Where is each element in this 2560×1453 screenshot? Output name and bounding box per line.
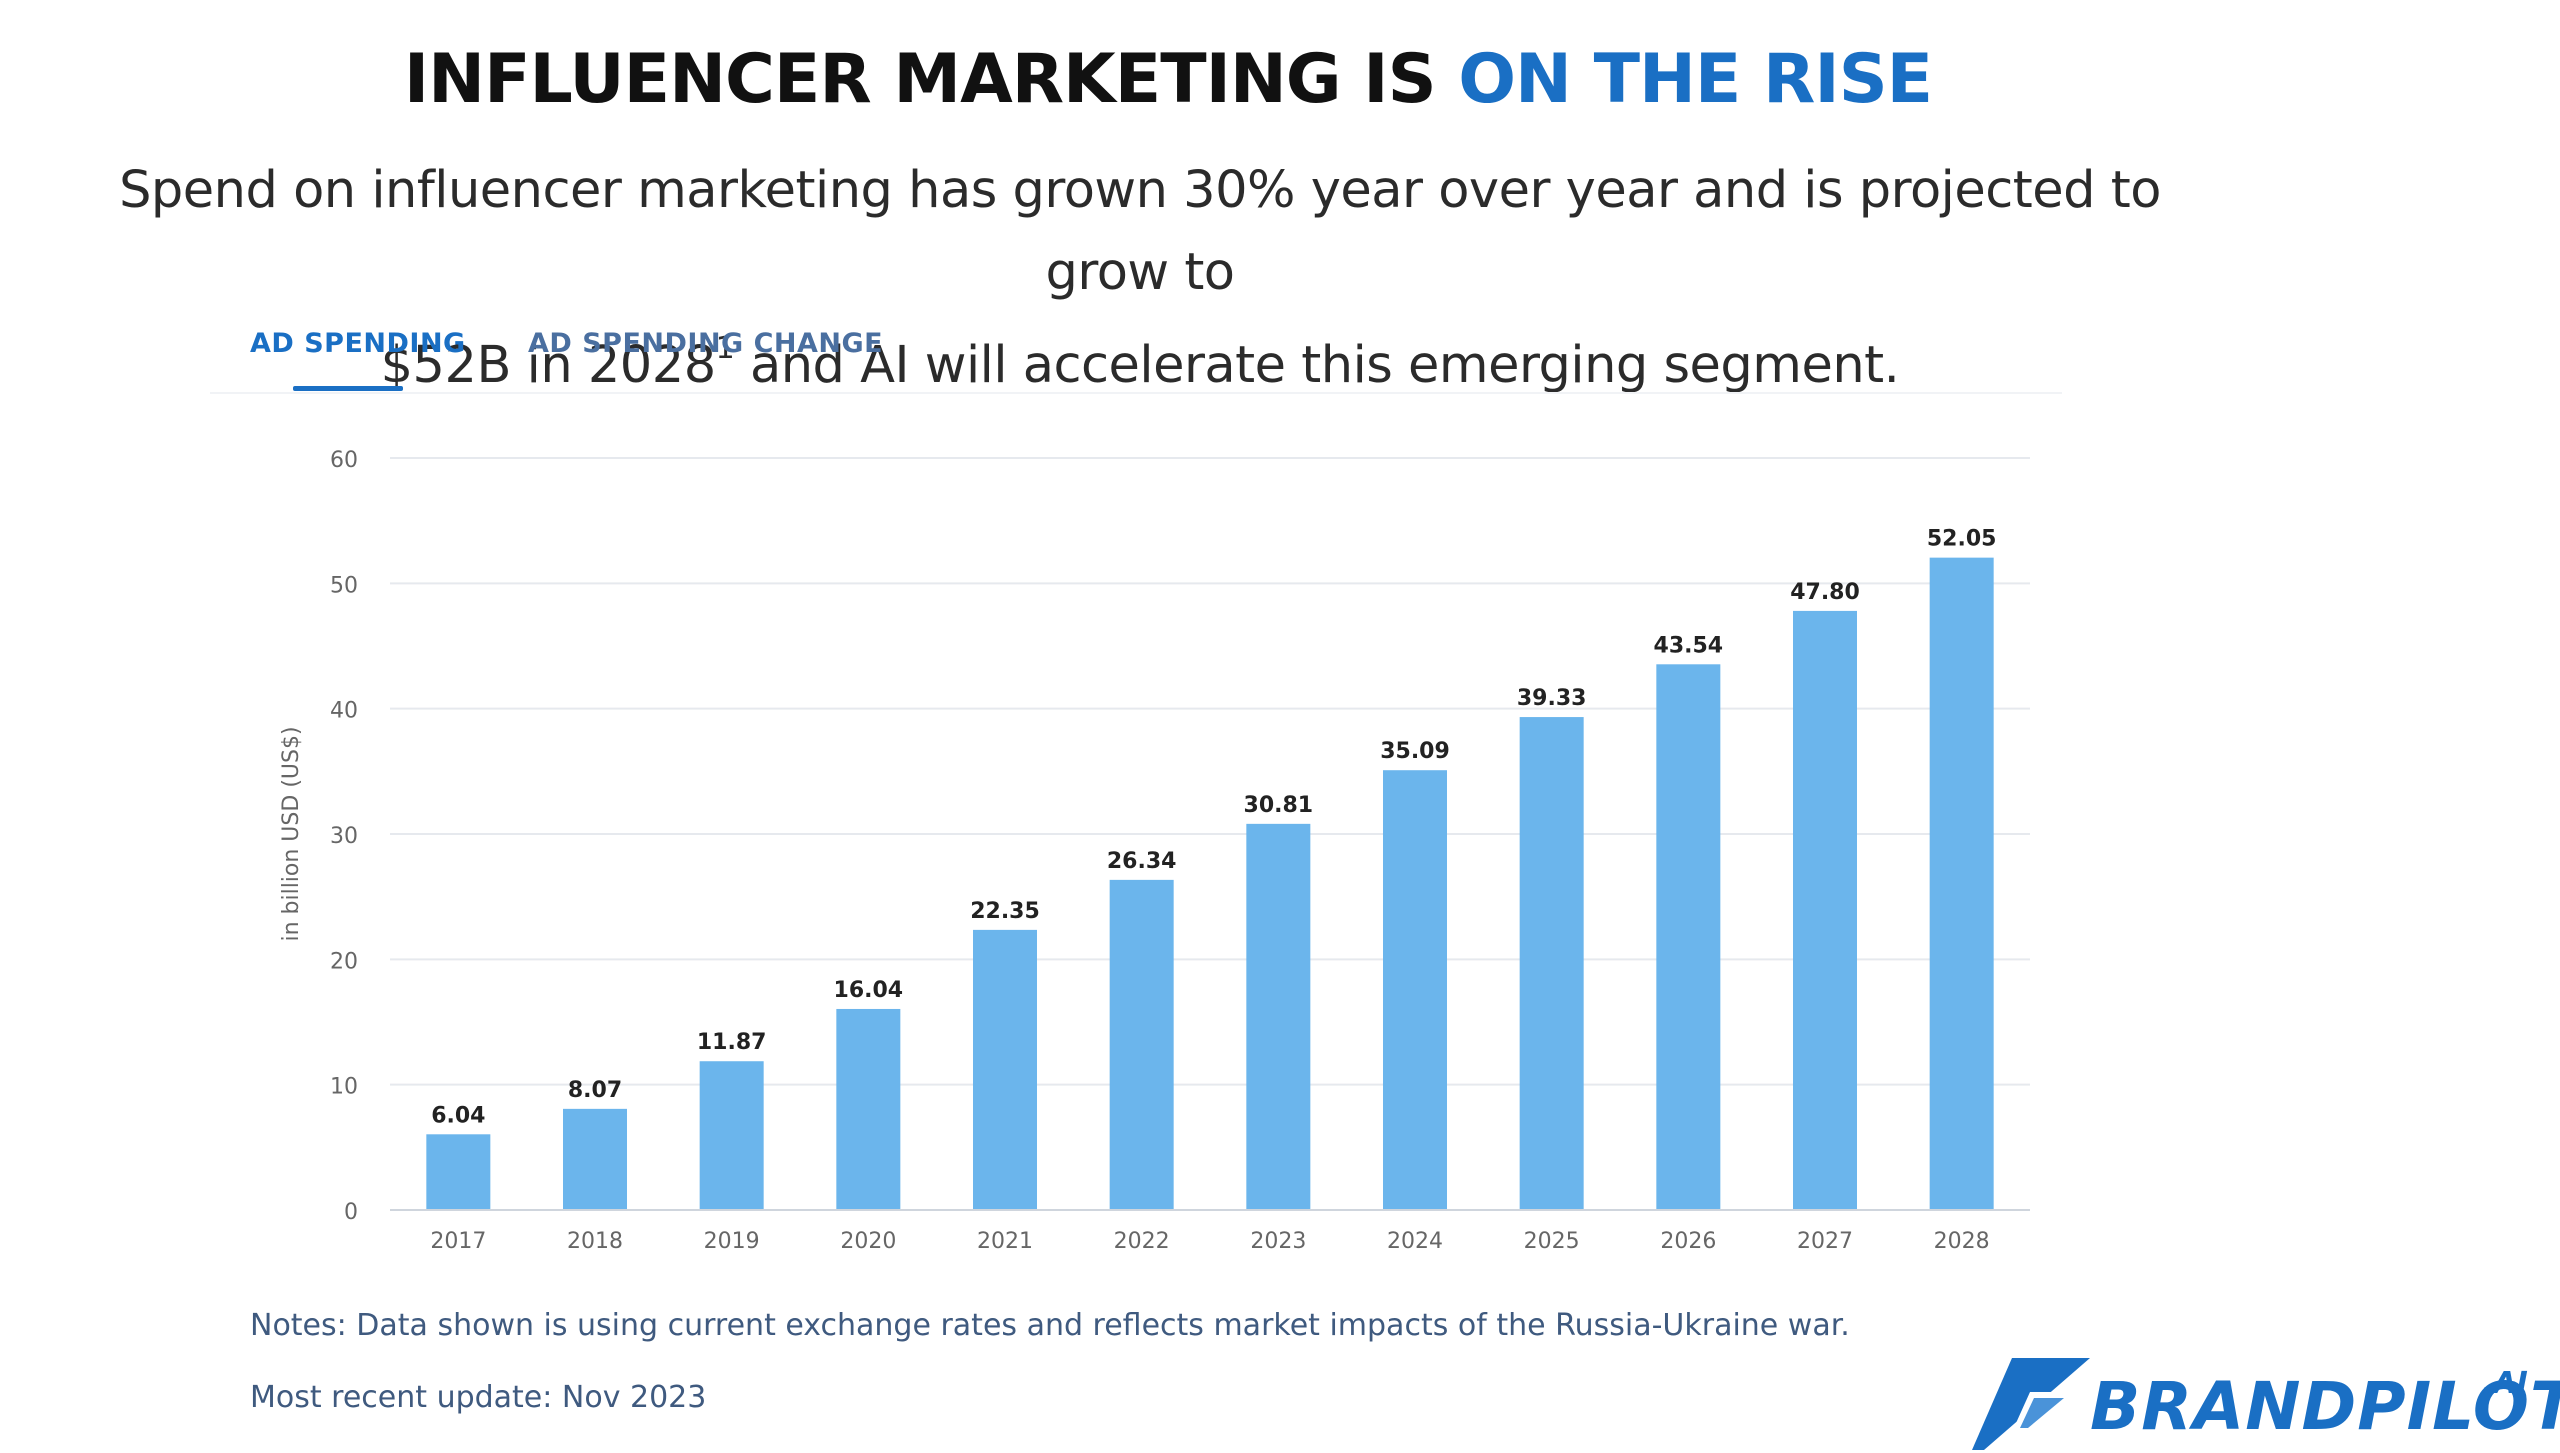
x-tick-label: 2019 bbox=[704, 1229, 760, 1254]
x-tick-label: 2027 bbox=[1797, 1229, 1853, 1254]
brand-suffix: .AI bbox=[2482, 1366, 2528, 1401]
data-label: 35.09 bbox=[1380, 739, 1450, 764]
x-tick-label: 2022 bbox=[1114, 1229, 1170, 1254]
title-main: INFLUENCER MARKETING IS bbox=[403, 40, 1459, 119]
data-label: 30.81 bbox=[1244, 793, 1314, 818]
bar bbox=[1793, 610, 1857, 1210]
footnote-marker: 1 bbox=[715, 331, 735, 366]
active-tab-indicator bbox=[293, 386, 403, 391]
bar bbox=[1109, 879, 1174, 1210]
x-tick-label: 2024 bbox=[1387, 1229, 1443, 1254]
bar bbox=[1246, 823, 1311, 1210]
tab-ad-spending[interactable]: AD SPENDING bbox=[250, 328, 466, 359]
bar bbox=[1383, 770, 1447, 1210]
bar bbox=[699, 1061, 764, 1210]
x-tick-label: 2026 bbox=[1660, 1229, 1716, 1254]
bar bbox=[563, 1108, 627, 1210]
page-subtitle: Spend on influencer marketing has grown … bbox=[110, 150, 2170, 407]
y-tick-label: 60 bbox=[330, 448, 358, 473]
x-tick-label: 2023 bbox=[1250, 1229, 1306, 1254]
data-label: 39.33 bbox=[1517, 686, 1587, 711]
bar bbox=[426, 1134, 491, 1210]
bar bbox=[1519, 717, 1584, 1210]
y-tick-label: 40 bbox=[330, 699, 358, 724]
data-label: 22.35 bbox=[970, 899, 1040, 924]
brand-name: BRANDPILOT bbox=[2090, 1368, 2560, 1445]
paper-plane-icon bbox=[1972, 1358, 2090, 1450]
x-tick-label: 2018 bbox=[567, 1229, 623, 1254]
subtitle-line-2: $52B in 20281 and AI will accelerate thi… bbox=[110, 314, 2170, 407]
y-tick-label: 30 bbox=[330, 824, 358, 849]
bar bbox=[836, 1008, 901, 1210]
y-tick-label: 10 bbox=[330, 1075, 358, 1100]
x-tick-label: 2020 bbox=[840, 1229, 896, 1254]
bar bbox=[1656, 664, 1721, 1210]
page-title: INFLUENCER MARKETING IS ON THE RISE bbox=[0, 40, 2336, 119]
chart-update-date: Most recent update: Nov 2023 bbox=[250, 1380, 707, 1415]
chart-container: 0 10 20 30 40 50 60 in billion USD (US$) 6.04 201… bbox=[210, 392, 2062, 1272]
y-tick-label: 0 bbox=[344, 1200, 358, 1225]
subtitle-line-2-end: and AI will accelerate this emerging seg… bbox=[734, 336, 1900, 395]
bar bbox=[1929, 557, 1994, 1210]
data-label: 43.54 bbox=[1654, 633, 1724, 658]
data-label: 8.07 bbox=[568, 1078, 622, 1103]
title-accent: ON THE RISE bbox=[1458, 40, 1933, 119]
brandpilot-logo: BRANDPILOT .AI bbox=[1972, 1358, 2560, 1450]
y-tick-label: 20 bbox=[330, 949, 358, 974]
data-label: 52.05 bbox=[1927, 527, 1997, 552]
x-tick-label: 2028 bbox=[1934, 1229, 1990, 1254]
data-label: 16.04 bbox=[834, 978, 904, 1003]
bar bbox=[973, 929, 1037, 1210]
data-label: 47.80 bbox=[1790, 580, 1860, 605]
y-axis-label: in billion USD (US$) bbox=[279, 726, 304, 941]
x-tick-label: 2017 bbox=[430, 1229, 486, 1254]
y-tick-label: 50 bbox=[330, 573, 358, 598]
data-label: 11.87 bbox=[697, 1030, 767, 1055]
data-label: 26.34 bbox=[1107, 849, 1177, 874]
x-tick-label: 2021 bbox=[977, 1229, 1033, 1254]
subtitle-line-1: Spend on influencer marketing has grown … bbox=[119, 161, 2161, 302]
data-label: 6.04 bbox=[431, 1103, 485, 1128]
subtitle-line-2-start: $52B in 2028 bbox=[380, 336, 717, 395]
tab-ad-spending-change[interactable]: AD SPENDING CHANGE bbox=[528, 328, 884, 359]
chart-notes: Notes: Data shown is using current excha… bbox=[250, 1308, 1850, 1343]
x-tick-label: 2025 bbox=[1524, 1229, 1580, 1254]
bar-chart: 0 10 20 30 40 50 60 in billion USD (US$) 6.04 201… bbox=[210, 392, 2062, 1272]
